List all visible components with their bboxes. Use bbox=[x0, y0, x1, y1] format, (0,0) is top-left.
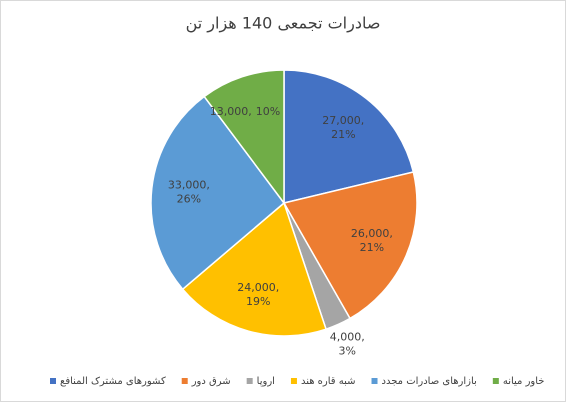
pie-slice bbox=[150, 95, 286, 291]
data-label: 3% bbox=[339, 344, 356, 357]
data-label: 13,000, bbox=[210, 105, 252, 118]
legend-marker bbox=[492, 378, 499, 384]
legend-marker bbox=[371, 378, 378, 384]
chart-title: صادرات تجمعی 140 هزار تن bbox=[186, 14, 381, 34]
data-label: 24,000, bbox=[237, 281, 279, 294]
legend-label: اروپا bbox=[257, 376, 275, 387]
legend-marker bbox=[181, 378, 188, 384]
data-label: 26,000, bbox=[351, 227, 393, 240]
pie-slice bbox=[283, 69, 415, 204]
data-label: 21% bbox=[331, 128, 355, 141]
data-label: 10% bbox=[256, 105, 280, 118]
legend-marker bbox=[290, 378, 297, 384]
pie-slice bbox=[203, 69, 285, 206]
pie-slice bbox=[181, 201, 327, 337]
legend-label: شبه قاره هند bbox=[301, 376, 356, 387]
legend-marker bbox=[50, 378, 56, 384]
legend-label: شرق دور bbox=[191, 376, 231, 387]
pie-slice bbox=[282, 171, 418, 320]
legend-marker bbox=[246, 378, 253, 384]
legend-label: خاور میانه bbox=[503, 376, 545, 387]
data-label: 4,000, bbox=[330, 330, 365, 343]
data-label: 27,000, bbox=[322, 114, 364, 127]
data-label: 19% bbox=[246, 295, 270, 308]
legend-label: بازارهای صادرات مجدد bbox=[382, 376, 477, 387]
data-label: 26% bbox=[177, 192, 201, 205]
legend-label: کشورهای مشترک المنافع bbox=[60, 376, 166, 387]
data-label: 21% bbox=[360, 241, 384, 254]
data-label: 33,000, bbox=[168, 178, 210, 191]
